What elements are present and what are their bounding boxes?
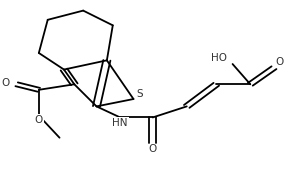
Text: O: O [2,78,10,88]
Text: O: O [276,57,284,67]
Text: O: O [149,144,157,154]
Text: S: S [136,89,143,99]
Text: HO: HO [211,53,227,63]
Text: O: O [35,115,43,125]
Text: HN: HN [112,118,128,128]
